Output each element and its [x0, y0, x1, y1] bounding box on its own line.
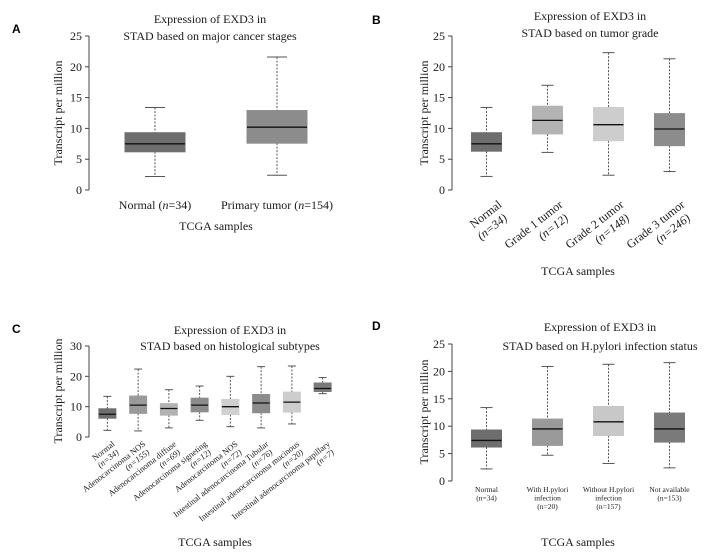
panel-b-y-tick-label: 10	[433, 121, 445, 135]
panel-a-box-2	[246, 56, 308, 176]
panel-d-iqr-box	[654, 412, 685, 443]
panel-d-chart: Expression of EXD3 in STAD based on H.pyl…	[417, 320, 698, 549]
panel-b-category-label: Grade 1 tumor(n=12)	[502, 197, 574, 262]
panel-d-category-label: With H.pylori infection (n=20)	[527, 485, 569, 511]
panel-c-box-7	[282, 365, 301, 425]
panel-d-title-line-1: Expression of EXD3 in	[544, 320, 656, 334]
panel-b-title-line-1: Expression of EXD3 in	[534, 9, 646, 23]
panel-a-y-tick-label: 0	[76, 183, 82, 197]
panel-d-y-tick-label: 20	[433, 364, 445, 378]
panel-d-category-label: Without H.pylori infection (n=157)	[583, 485, 634, 511]
panel-d-box-3	[593, 363, 624, 464]
panel-a-category-label: Primary tumor (n=154)	[221, 198, 333, 212]
panel-c-chart: Expression of EXD3 in STAD based on histo…	[51, 323, 336, 549]
panel-d-category-label: Normal (n=34)	[475, 485, 498, 503]
panel-b-y-tick-label: 15	[433, 91, 445, 105]
panel-a-title-line-2: STAD based on major cancer stages	[123, 29, 297, 43]
panel-d-box-4	[654, 362, 685, 469]
panel-c-iqr-box	[159, 403, 178, 416]
panel-letter-d: D	[372, 319, 381, 333]
panel-letter-a: A	[12, 22, 21, 36]
panel-b-y-tick-label: 0	[439, 183, 445, 197]
panel-a-iqr-box	[124, 132, 186, 153]
panel-c-x-axis-title: TCGA samples	[178, 535, 252, 549]
panel-c-y-tick-label: 20	[70, 369, 82, 383]
panel-c-box-8	[313, 377, 332, 395]
panel-c-y-tick-label: 10	[70, 400, 82, 414]
panel-d-y-tick-label: 15	[433, 392, 445, 406]
panel-letter-b: B	[372, 13, 381, 27]
panel-b-y-tick-label: 5	[439, 152, 445, 166]
panel-a-y-tick-label: 15	[70, 91, 82, 105]
panel-c-title-line-2: STAD based on histological subtypes	[140, 339, 320, 353]
panel-a-y-tick-label: 5	[76, 152, 82, 166]
panel-b-y-axis-label: Transcript per million	[417, 61, 431, 166]
panel-c-box-3	[159, 389, 178, 429]
panel-c-iqr-box	[98, 408, 117, 419]
panel-c-box-4	[190, 385, 209, 421]
panel-b-category-label: Grade 3 tumor(n=246)	[624, 197, 696, 262]
panel-b-box-1	[471, 106, 502, 177]
panel-a-chart: Expression of EXD3 in STAD based on major…	[51, 12, 333, 233]
panel-c-iqr-box	[313, 382, 332, 392]
panel-b-y-tick-label: 20	[433, 60, 445, 74]
panel-c-title-line-1: Expression of EXD3 in	[174, 323, 286, 337]
panel-d-category-label: Not available (n=153)	[649, 485, 690, 503]
panel-a-x-axis-title: TCGA samples	[179, 219, 253, 233]
panel-b-x-axis-title: TCGA samples	[541, 264, 615, 278]
panel-d-box-2	[532, 365, 563, 456]
panel-c-box-1	[98, 395, 117, 431]
panel-a-box-1	[124, 106, 186, 177]
panel-a-y-tick-label: 20	[70, 60, 82, 74]
panel-d-title-line-2: STAD based on H.pylori infection status	[502, 339, 697, 353]
panel-d-y-tick-label: 25	[433, 337, 445, 351]
panel-c-box-2	[129, 368, 148, 432]
panel-a-y-axis-label: Transcript per million	[51, 61, 65, 166]
panel-letter-c: C	[12, 322, 21, 336]
panel-a-title-line-1: Expression of EXD3 in	[154, 12, 266, 26]
panel-a-y-tick-label: 25	[70, 29, 82, 43]
panel-a-y-tick-label: 10	[70, 121, 82, 135]
panel-d-box-1	[471, 407, 502, 470]
panel-a-category-label: Normal (n=34)	[119, 198, 191, 212]
panel-b-category-label: Grade 2 tumor(n=148)	[563, 197, 635, 262]
panel-b-title-line-2: STAD based on tumor grade	[521, 26, 658, 40]
panel-c-y-tick-label: 30	[70, 339, 82, 353]
panel-d-iqr-box	[471, 429, 502, 448]
panel-b-box-2	[532, 84, 563, 153]
panel-c-box-6	[252, 366, 271, 429]
panel-c-y-tick-label: 0	[76, 430, 82, 444]
panel-b-box-3	[593, 52, 624, 176]
panel-d-y-tick-label: 0	[439, 474, 445, 488]
panel-b-box-4	[654, 58, 685, 173]
panel-b-iqr-box	[471, 132, 502, 152]
panel-d-x-axis-title: TCGA samples	[541, 535, 615, 549]
panel-d-y-tick-label: 5	[439, 447, 445, 461]
panel-d-y-axis-label: Transcript per million	[417, 360, 431, 465]
panel-c-y-axis-label: Transcript per million	[51, 339, 65, 444]
panel-c-box-5	[221, 375, 240, 428]
panel-d-y-tick-label: 10	[433, 419, 445, 433]
panel-d-iqr-box	[593, 405, 624, 437]
panel-b-y-tick-label: 25	[433, 29, 445, 43]
panel-b-chart: Expression of EXD3 in STAD based on tumor…	[417, 9, 696, 278]
panel-d-iqr-box	[532, 418, 563, 446]
